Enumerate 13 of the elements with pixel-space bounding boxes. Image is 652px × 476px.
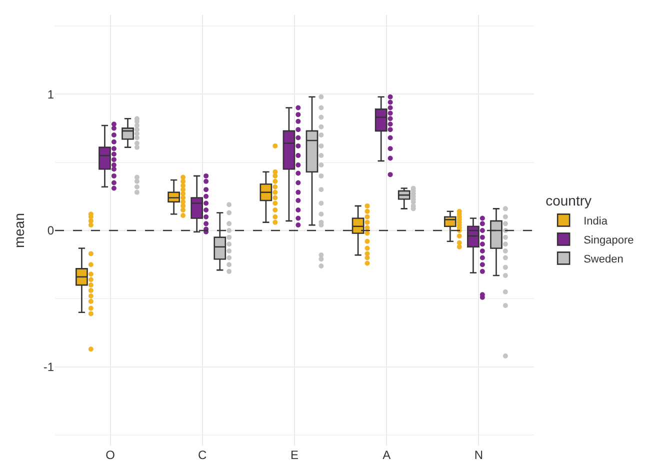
legend-label: India	[584, 215, 608, 228]
x-tick-label: A	[382, 448, 391, 462]
y-tick-label: -1	[43, 360, 54, 374]
y-tick-label: 0	[47, 224, 54, 238]
legend-title: country	[546, 192, 592, 209]
y-axis-title: mean	[10, 212, 27, 248]
y-tick-label: 1	[47, 87, 54, 102]
x-tick-label: C	[198, 448, 208, 462]
legend-label: Singapore	[584, 234, 634, 246]
legend-label: Sweden	[584, 253, 624, 266]
x-tick-label: E	[290, 448, 299, 462]
x-tick-label: O	[106, 448, 115, 462]
x-tick-label: N	[474, 448, 484, 462]
